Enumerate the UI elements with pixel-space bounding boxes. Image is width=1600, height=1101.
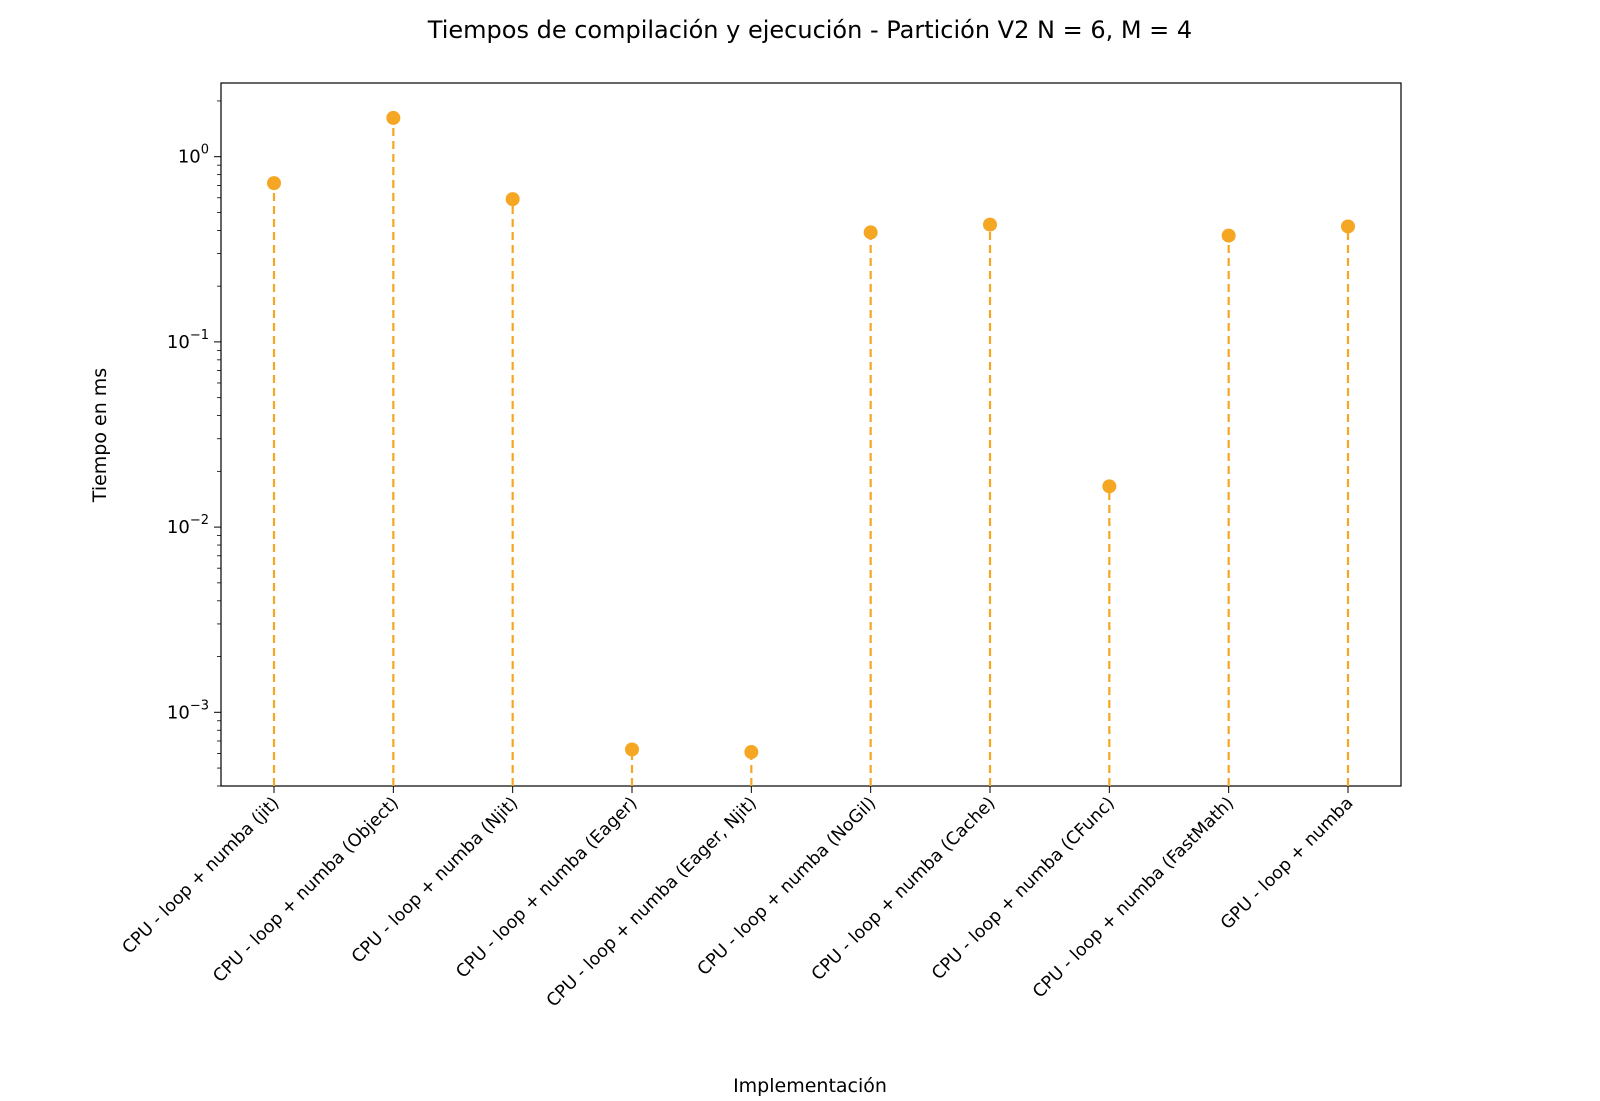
x-tick-label: CPU - loop + numba (Object) <box>209 793 402 986</box>
stem-marker <box>1221 228 1236 243</box>
stem-marker <box>505 192 520 207</box>
plot-area <box>220 82 1402 787</box>
y-axis-label: Tiempo en ms <box>89 368 111 503</box>
stem-marker <box>744 745 759 760</box>
y-tick-label: 10−3 <box>167 698 209 723</box>
chart-title: Tiempos de compilación y ejecución - Par… <box>427 16 1192 44</box>
stem-marks <box>267 110 1355 786</box>
x-tick-label: CPU - loop + numba (FastMath) <box>1029 793 1238 1002</box>
stem-marker <box>267 176 281 191</box>
stem-marker <box>1102 479 1117 494</box>
stem-marker <box>983 217 997 232</box>
y-tick-label: 10−1 <box>167 328 209 353</box>
x-tick-label: GPU - loop + numba <box>1217 793 1357 933</box>
x-axis: CPU - loop + numba (jit)CPU - loop + num… <box>119 786 1358 1011</box>
x-axis-label: Implementación <box>733 1075 887 1097</box>
stem-marker <box>863 225 878 240</box>
y-tick-label: 100 <box>178 143 209 168</box>
plot-frame <box>220 82 1402 787</box>
stem-marker <box>625 742 639 757</box>
stem-marker <box>1341 219 1355 234</box>
x-tick-label: CPU - loop + numba (Eager, Njit) <box>543 793 761 1011</box>
y-tick-label: 10−2 <box>167 513 209 538</box>
y-axis: 100 10−1 10−2 10−3 <box>167 100 221 787</box>
stem-marker <box>386 110 401 125</box>
